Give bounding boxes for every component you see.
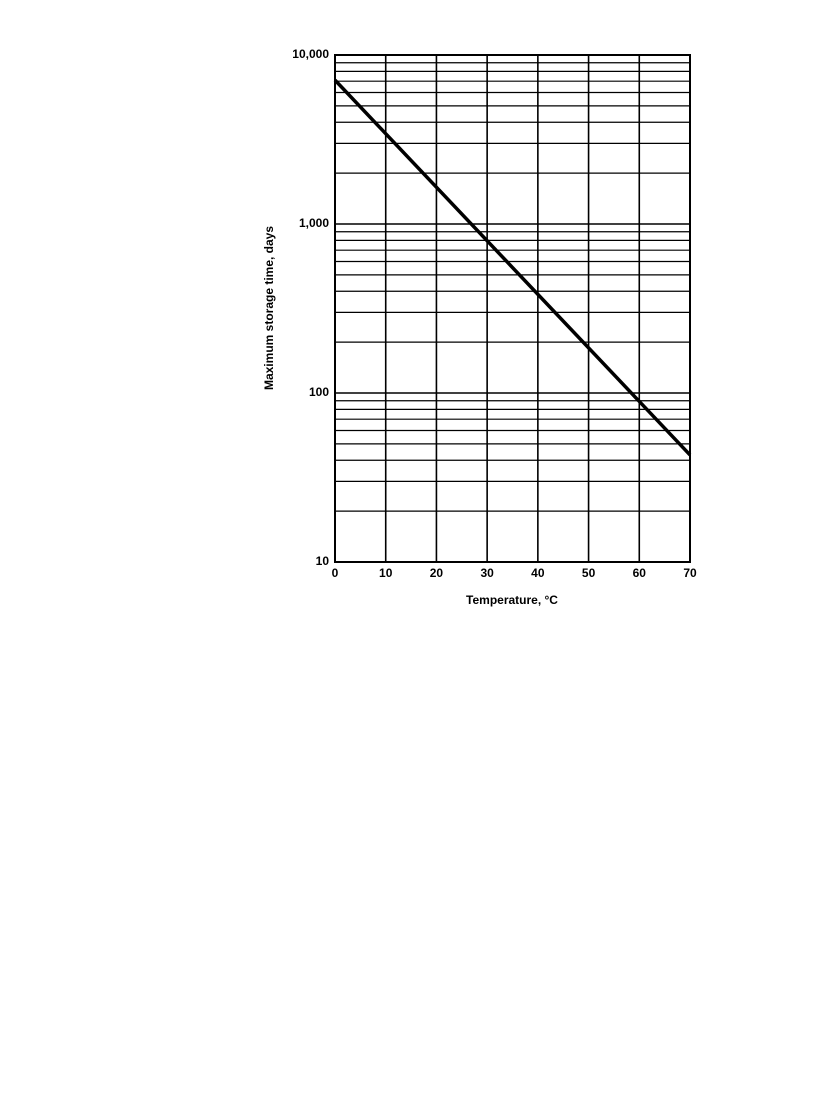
y-tick-label: 10 <box>316 554 330 568</box>
y-tick-label: 10,000 <box>292 47 329 61</box>
x-tick-label: 10 <box>379 566 393 580</box>
x-tick-label: 0 <box>332 566 339 580</box>
y-axis-label: Maximum storage time, days <box>262 226 276 390</box>
x-tick-label: 60 <box>633 566 647 580</box>
y-tick-label: 1,000 <box>299 216 329 230</box>
x-tick-label: 30 <box>480 566 494 580</box>
x-axis-label: Temperature, °C <box>466 593 558 607</box>
y-tick-label: 100 <box>309 385 329 399</box>
x-tick-label: 40 <box>531 566 545 580</box>
x-tick-label: 50 <box>582 566 596 580</box>
x-tick-label: 20 <box>430 566 444 580</box>
x-tick-label: 70 <box>683 566 697 580</box>
plot-frame <box>334 54 691 563</box>
data-line <box>333 78 692 457</box>
